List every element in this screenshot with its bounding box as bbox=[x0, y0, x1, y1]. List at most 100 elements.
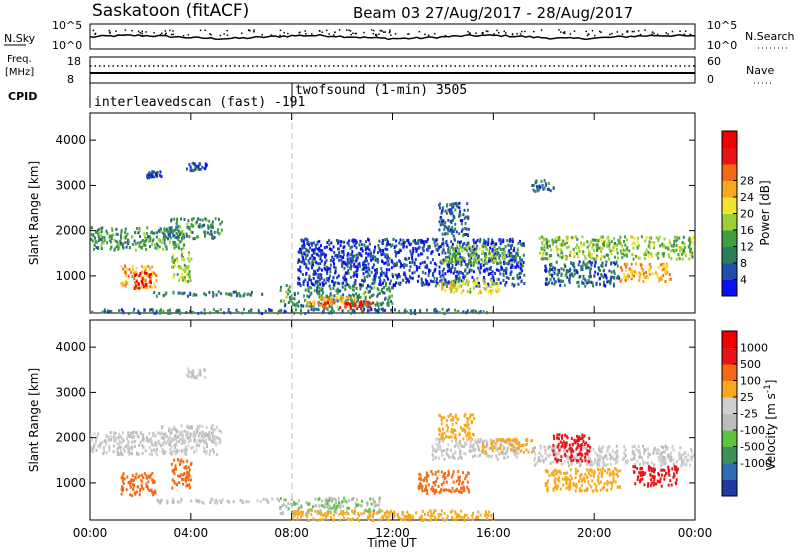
heatmap-cell bbox=[558, 452, 561, 456]
heatmap-cell bbox=[297, 268, 300, 272]
heatmap-cell bbox=[158, 292, 161, 295]
heatmap-cell bbox=[542, 257, 545, 261]
heatmap-cell bbox=[441, 251, 444, 255]
heatmap-cell bbox=[319, 254, 322, 258]
heatmap-cell bbox=[158, 310, 161, 314]
heatmap-cell bbox=[187, 219, 190, 223]
heatmap-cell bbox=[661, 252, 664, 256]
heatmap-cell bbox=[415, 265, 418, 269]
heatmap-cell bbox=[437, 469, 440, 473]
heatmap-cell bbox=[456, 252, 459, 255]
heatmap-cell bbox=[105, 439, 108, 443]
heatmap-cell bbox=[164, 432, 167, 436]
heatmap-cell bbox=[349, 302, 351, 306]
heatmap-cell bbox=[382, 248, 384, 252]
heatmap-cell bbox=[433, 262, 436, 265]
heatmap-cell bbox=[562, 279, 565, 283]
heatmap-cell bbox=[322, 291, 325, 295]
heatmap-cell bbox=[130, 434, 133, 437]
heatmap-cell bbox=[435, 442, 438, 446]
heatmap-cell bbox=[95, 246, 98, 249]
heatmap-cell bbox=[203, 447, 206, 451]
noise-search-point bbox=[241, 32, 243, 34]
heatmap-cell bbox=[411, 276, 414, 280]
heatmap-cell bbox=[490, 446, 493, 450]
heatmap-cell bbox=[326, 298, 329, 302]
heatmap-cell bbox=[386, 237, 389, 241]
heatmap-cell bbox=[365, 302, 368, 306]
heatmap-cell bbox=[138, 229, 141, 233]
heatmap-cell bbox=[662, 252, 665, 255]
heatmap-cell bbox=[479, 289, 482, 292]
heatmap-cell bbox=[407, 516, 410, 520]
heatmap-cell bbox=[446, 203, 449, 207]
heatmap-cell bbox=[99, 443, 101, 447]
heatmap-cell bbox=[198, 440, 201, 444]
heatmap-cell bbox=[149, 474, 152, 478]
heatmap-cell bbox=[203, 308, 206, 312]
noise-search-point bbox=[651, 31, 654, 33]
heatmap-cell bbox=[328, 297, 331, 301]
heatmap-cell bbox=[370, 258, 373, 262]
noise-left-label: N.Sky bbox=[4, 32, 36, 45]
heatmap-cell bbox=[616, 453, 619, 457]
noise-search-point bbox=[326, 29, 328, 32]
heatmap-cell bbox=[116, 450, 119, 454]
heatmap-cell bbox=[439, 447, 442, 451]
heatmap-cell bbox=[501, 247, 504, 251]
heatmap-cell bbox=[203, 440, 206, 444]
heatmap-cell bbox=[609, 276, 612, 280]
heatmap-cell bbox=[433, 509, 436, 513]
heatmap-cell bbox=[414, 239, 417, 242]
heatmap-cell bbox=[624, 448, 627, 452]
heatmap-cell bbox=[105, 435, 108, 439]
heatmap-cell bbox=[464, 282, 467, 286]
heatmap-cell bbox=[161, 443, 164, 447]
heatmap-cell bbox=[297, 509, 300, 513]
heatmap-cell bbox=[402, 511, 405, 515]
heatmap-cell bbox=[175, 220, 178, 224]
heatmap-cell bbox=[457, 418, 460, 421]
heatmap-cell bbox=[679, 245, 681, 249]
heatmap-cell bbox=[205, 164, 208, 167]
heatmap-cell bbox=[345, 304, 348, 308]
heatmap-cell bbox=[377, 259, 380, 263]
noise-search-point bbox=[382, 31, 385, 33]
heatmap-cell bbox=[318, 278, 321, 282]
heatmap-cell bbox=[444, 289, 447, 292]
heatmap-cell bbox=[549, 189, 552, 193]
heatmap-cell bbox=[188, 468, 191, 472]
heatmap-cell bbox=[96, 229, 99, 233]
heatmap-cell bbox=[145, 238, 148, 242]
heatmap-cell bbox=[181, 430, 184, 434]
heatmap-cell bbox=[396, 261, 398, 265]
heatmap-cell bbox=[464, 215, 467, 219]
heatmap-cell bbox=[194, 222, 197, 226]
heatmap-cell bbox=[165, 441, 168, 445]
heatmap-cell bbox=[633, 274, 635, 278]
heatmap-cell bbox=[402, 278, 405, 282]
heatmap-cell bbox=[657, 456, 660, 460]
heatmap-cell bbox=[452, 271, 455, 275]
heatmap-cell bbox=[461, 487, 464, 491]
heatmap-cell bbox=[645, 248, 648, 252]
heatmap-cell bbox=[346, 241, 349, 245]
heatmap-cell bbox=[323, 505, 326, 509]
beam-date-title: Beam 03 27/Aug/2017 - 28/Aug/2017 bbox=[353, 4, 633, 22]
heatmap-cell bbox=[183, 218, 186, 221]
heatmap-cell bbox=[465, 423, 468, 427]
heatmap-cell bbox=[138, 286, 141, 290]
heatmap-cell bbox=[517, 452, 520, 456]
heatmap-cell bbox=[494, 272, 496, 275]
heatmap-cell bbox=[333, 257, 335, 261]
heatmap-cell bbox=[445, 517, 448, 521]
heatmap-cell bbox=[296, 302, 298, 306]
heatmap-cell bbox=[408, 243, 411, 247]
heatmap-cell bbox=[452, 205, 455, 209]
heatmap-cell bbox=[437, 427, 440, 431]
heatmap-cell bbox=[662, 459, 665, 463]
heatmap-cell bbox=[519, 262, 522, 266]
heatmap-cell bbox=[588, 280, 590, 284]
heatmap-cell bbox=[411, 256, 414, 260]
heatmap-cell bbox=[306, 283, 309, 287]
